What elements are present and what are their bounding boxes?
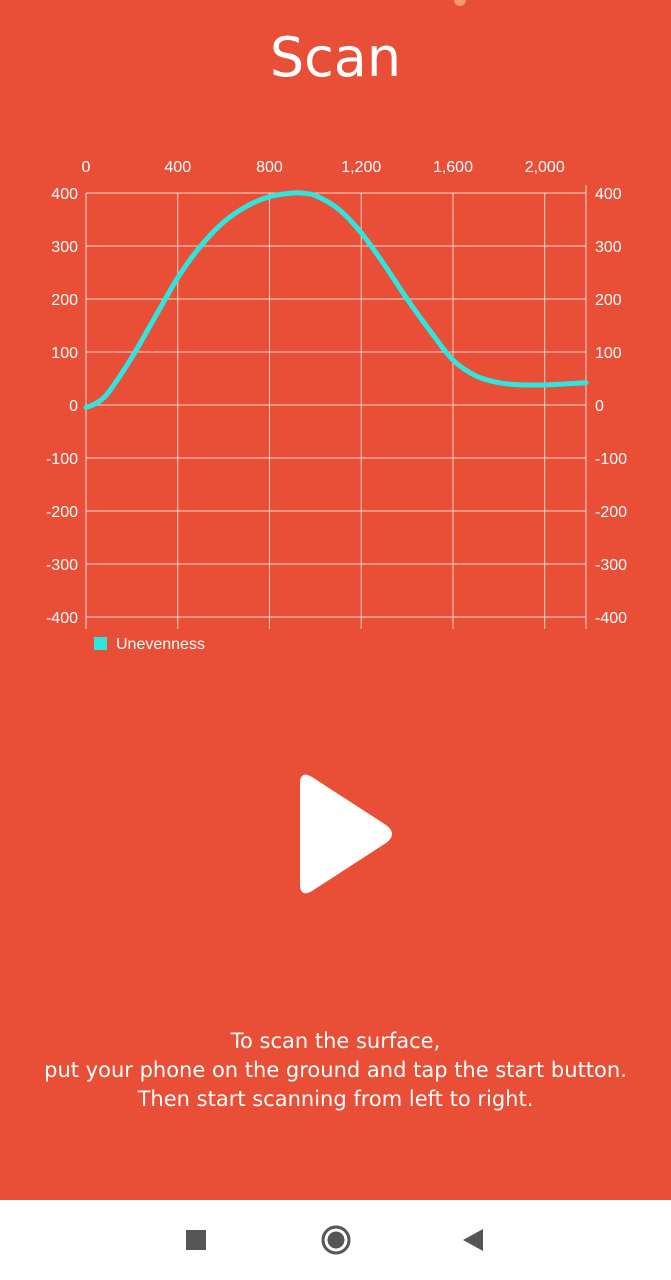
- square-icon: [186, 1230, 206, 1250]
- legend-label: Unevenness: [116, 636, 205, 653]
- triangle-back-icon: [463, 1229, 483, 1251]
- x-tick-label: 1,200: [341, 159, 381, 176]
- y-tick-label-right: -400: [595, 610, 627, 627]
- y-tick-label-right: -200: [595, 504, 627, 521]
- y-tick-label-left: 400: [51, 186, 78, 203]
- x-tick-label: 2,000: [525, 159, 565, 176]
- x-tick-label: 800: [256, 159, 283, 176]
- y-tick-label-right: -100: [595, 451, 627, 468]
- series-line-unevenness: [83, 190, 589, 411]
- instruction-line-1: To scan the surface,: [230, 1029, 441, 1053]
- y-tick-label-right: 200: [595, 292, 622, 309]
- y-tick-label-right: 300: [595, 239, 622, 256]
- x-tick-label: 1,600: [433, 159, 473, 176]
- system-navigation-bar: [0, 1200, 671, 1280]
- y-tick-label-left: 200: [51, 292, 78, 309]
- x-tick-label: 400: [164, 159, 191, 176]
- y-tick-label-right: -300: [595, 557, 627, 574]
- y-tick-label-left: 300: [51, 239, 78, 256]
- legend-swatch: [94, 637, 107, 650]
- scan-instructions: To scan the surface, put your phone on t…: [0, 1027, 671, 1114]
- y-tick-label-left: -100: [46, 451, 78, 468]
- home-button[interactable]: [316, 1220, 356, 1260]
- status-indicator: [454, 0, 466, 6]
- unevenness-chart: 0 400 800 1,200 1,600 2,000 400 400 300 300 200 200…: [0, 140, 671, 670]
- y-tick-label-left: 100: [51, 345, 78, 362]
- y-tick-label-left: -300: [46, 557, 78, 574]
- y-tick-label-left: -400: [46, 610, 78, 627]
- x-tick-label: 0: [82, 159, 91, 176]
- y-tick-label-left: 0: [69, 398, 78, 415]
- circle-icon: [321, 1225, 351, 1255]
- back-button[interactable]: [454, 1220, 494, 1260]
- recents-button[interactable]: [176, 1220, 216, 1260]
- y-tick-label-right: 0: [595, 398, 604, 415]
- y-tick-label-right: 100: [595, 345, 622, 362]
- start-scan-button[interactable]: [286, 770, 406, 900]
- instruction-line-2: put your phone on the ground and tap the…: [44, 1058, 627, 1082]
- y-tick-label-right: 400: [595, 186, 622, 203]
- instruction-line-3: Then start scanning from left to right.: [137, 1087, 534, 1111]
- scan-screen: Scan 0 400 800 1,200 1,600 2,000 400 400 300 300 2…: [0, 0, 671, 1114]
- page-title: Scan: [269, 26, 402, 89]
- y-tick-label-left: -200: [46, 504, 78, 521]
- play-icon: [300, 774, 392, 894]
